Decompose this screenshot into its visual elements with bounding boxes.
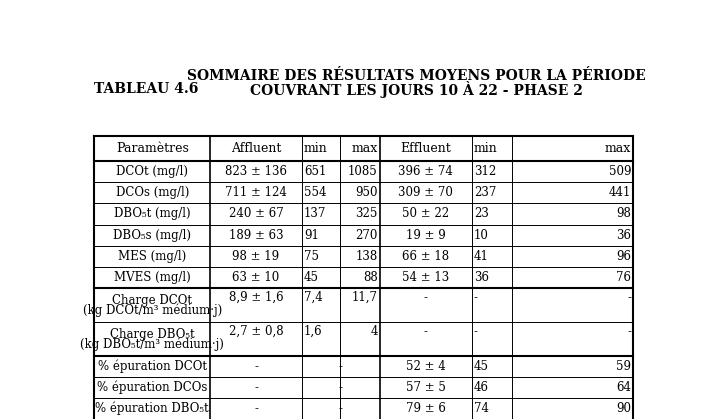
Text: 270: 270: [356, 229, 378, 242]
Text: 76: 76: [616, 271, 631, 284]
Text: 554: 554: [304, 186, 327, 199]
Text: 240 ± 67: 240 ± 67: [229, 207, 283, 220]
Text: (kg DCOt/m³ médium·j): (kg DCOt/m³ médium·j): [82, 303, 222, 317]
Text: 711 ± 124: 711 ± 124: [225, 186, 287, 199]
Text: % épuration DBO₅t: % épuration DBO₅t: [95, 402, 209, 415]
Text: 50 ± 22: 50 ± 22: [403, 207, 449, 220]
Text: 88: 88: [363, 271, 378, 284]
Text: 66 ± 18: 66 ± 18: [403, 250, 449, 263]
Text: -: -: [339, 360, 343, 373]
Text: 64: 64: [616, 381, 631, 394]
Text: % épuration DCOs: % épuration DCOs: [97, 381, 207, 394]
Text: 7,4: 7,4: [304, 291, 323, 304]
Text: 74: 74: [474, 402, 489, 415]
Text: 4: 4: [371, 325, 378, 338]
Text: 950: 950: [355, 186, 378, 199]
Text: DCOs (mg/l): DCOs (mg/l): [116, 186, 189, 199]
Text: Paramètres: Paramètres: [116, 142, 189, 155]
Text: 237: 237: [474, 186, 496, 199]
Text: 2,7 ± 0,8: 2,7 ± 0,8: [229, 325, 283, 338]
Text: Charge DCOt: Charge DCOt: [112, 294, 192, 307]
Text: 137: 137: [304, 207, 327, 220]
Text: Affluent: Affluent: [231, 142, 281, 155]
Text: 8,9 ± 1,6: 8,9 ± 1,6: [229, 291, 283, 304]
Text: 325: 325: [356, 207, 378, 220]
Text: 90: 90: [616, 402, 631, 415]
Text: -: -: [254, 402, 258, 415]
Text: max: max: [605, 142, 631, 155]
Text: 57 ± 5: 57 ± 5: [406, 381, 446, 394]
Text: min: min: [304, 142, 328, 155]
Text: DCOt (mg/l): DCOt (mg/l): [116, 165, 188, 178]
Text: 91: 91: [304, 229, 319, 242]
Text: -: -: [339, 402, 343, 415]
Text: (kg DBO₅t/m³ médium·j): (kg DBO₅t/m³ médium·j): [80, 337, 224, 351]
Text: 36: 36: [474, 271, 489, 284]
Text: TABLEAU 4.6: TABLEAU 4.6: [94, 82, 199, 96]
Text: 36: 36: [616, 229, 631, 242]
Text: MES (mg/l): MES (mg/l): [118, 250, 186, 263]
Text: 46: 46: [474, 381, 489, 394]
Text: min: min: [474, 142, 498, 155]
Text: -: -: [254, 360, 258, 373]
Text: -: -: [474, 325, 478, 338]
Text: 79 ± 6: 79 ± 6: [406, 402, 446, 415]
Text: 138: 138: [356, 250, 378, 263]
Text: 309 ± 70: 309 ± 70: [398, 186, 453, 199]
Text: 189 ± 63: 189 ± 63: [229, 229, 283, 242]
Text: MVES (mg/l): MVES (mg/l): [114, 271, 190, 284]
Text: -: -: [628, 325, 631, 338]
Text: 396 ± 74: 396 ± 74: [398, 165, 453, 178]
Text: 45: 45: [304, 271, 319, 284]
Text: 98: 98: [616, 207, 631, 220]
Text: DBO₅t (mg/l): DBO₅t (mg/l): [114, 207, 190, 220]
Text: max: max: [351, 142, 378, 155]
Text: -: -: [339, 381, 343, 394]
Text: 823 ± 136: 823 ± 136: [225, 165, 287, 178]
Text: 23: 23: [474, 207, 488, 220]
Text: 45: 45: [474, 360, 489, 373]
Text: 41: 41: [474, 250, 488, 263]
Text: COUVRANT LES JOURS 10 À 22 - PHASE 2: COUVRANT LES JOURS 10 À 22 - PHASE 2: [250, 81, 583, 98]
Text: 312: 312: [474, 165, 496, 178]
Text: 509: 509: [608, 165, 631, 178]
Text: 98 ± 19: 98 ± 19: [232, 250, 280, 263]
Text: 52 ± 4: 52 ± 4: [406, 360, 446, 373]
Text: -: -: [628, 291, 631, 304]
Text: Effluent: Effluent: [400, 142, 452, 155]
Text: 10: 10: [474, 229, 488, 242]
Text: -: -: [474, 291, 478, 304]
Text: 75: 75: [304, 250, 319, 263]
Text: DBO₅s (mg/l): DBO₅s (mg/l): [113, 229, 191, 242]
Text: 651: 651: [304, 165, 327, 178]
Text: 441: 441: [609, 186, 631, 199]
Text: 59: 59: [616, 360, 631, 373]
Text: -: -: [424, 291, 428, 304]
Text: SOMMAIRE DES RÉSULTATS MOYENS POUR LA PÉRIODE: SOMMAIRE DES RÉSULTATS MOYENS POUR LA PÉ…: [187, 69, 645, 83]
Text: 1085: 1085: [348, 165, 378, 178]
Text: -: -: [254, 381, 258, 394]
Text: % épuration DCOt: % épuration DCOt: [98, 360, 207, 373]
Text: 96: 96: [616, 250, 631, 263]
Text: 1,6: 1,6: [304, 325, 322, 338]
Text: 54 ± 13: 54 ± 13: [403, 271, 449, 284]
Text: 19 ± 9: 19 ± 9: [406, 229, 446, 242]
Text: 63 ± 10: 63 ± 10: [232, 271, 280, 284]
Text: 11,7: 11,7: [352, 291, 378, 304]
Text: Charge DBO₅t: Charge DBO₅t: [110, 328, 195, 341]
Text: -: -: [424, 325, 428, 338]
